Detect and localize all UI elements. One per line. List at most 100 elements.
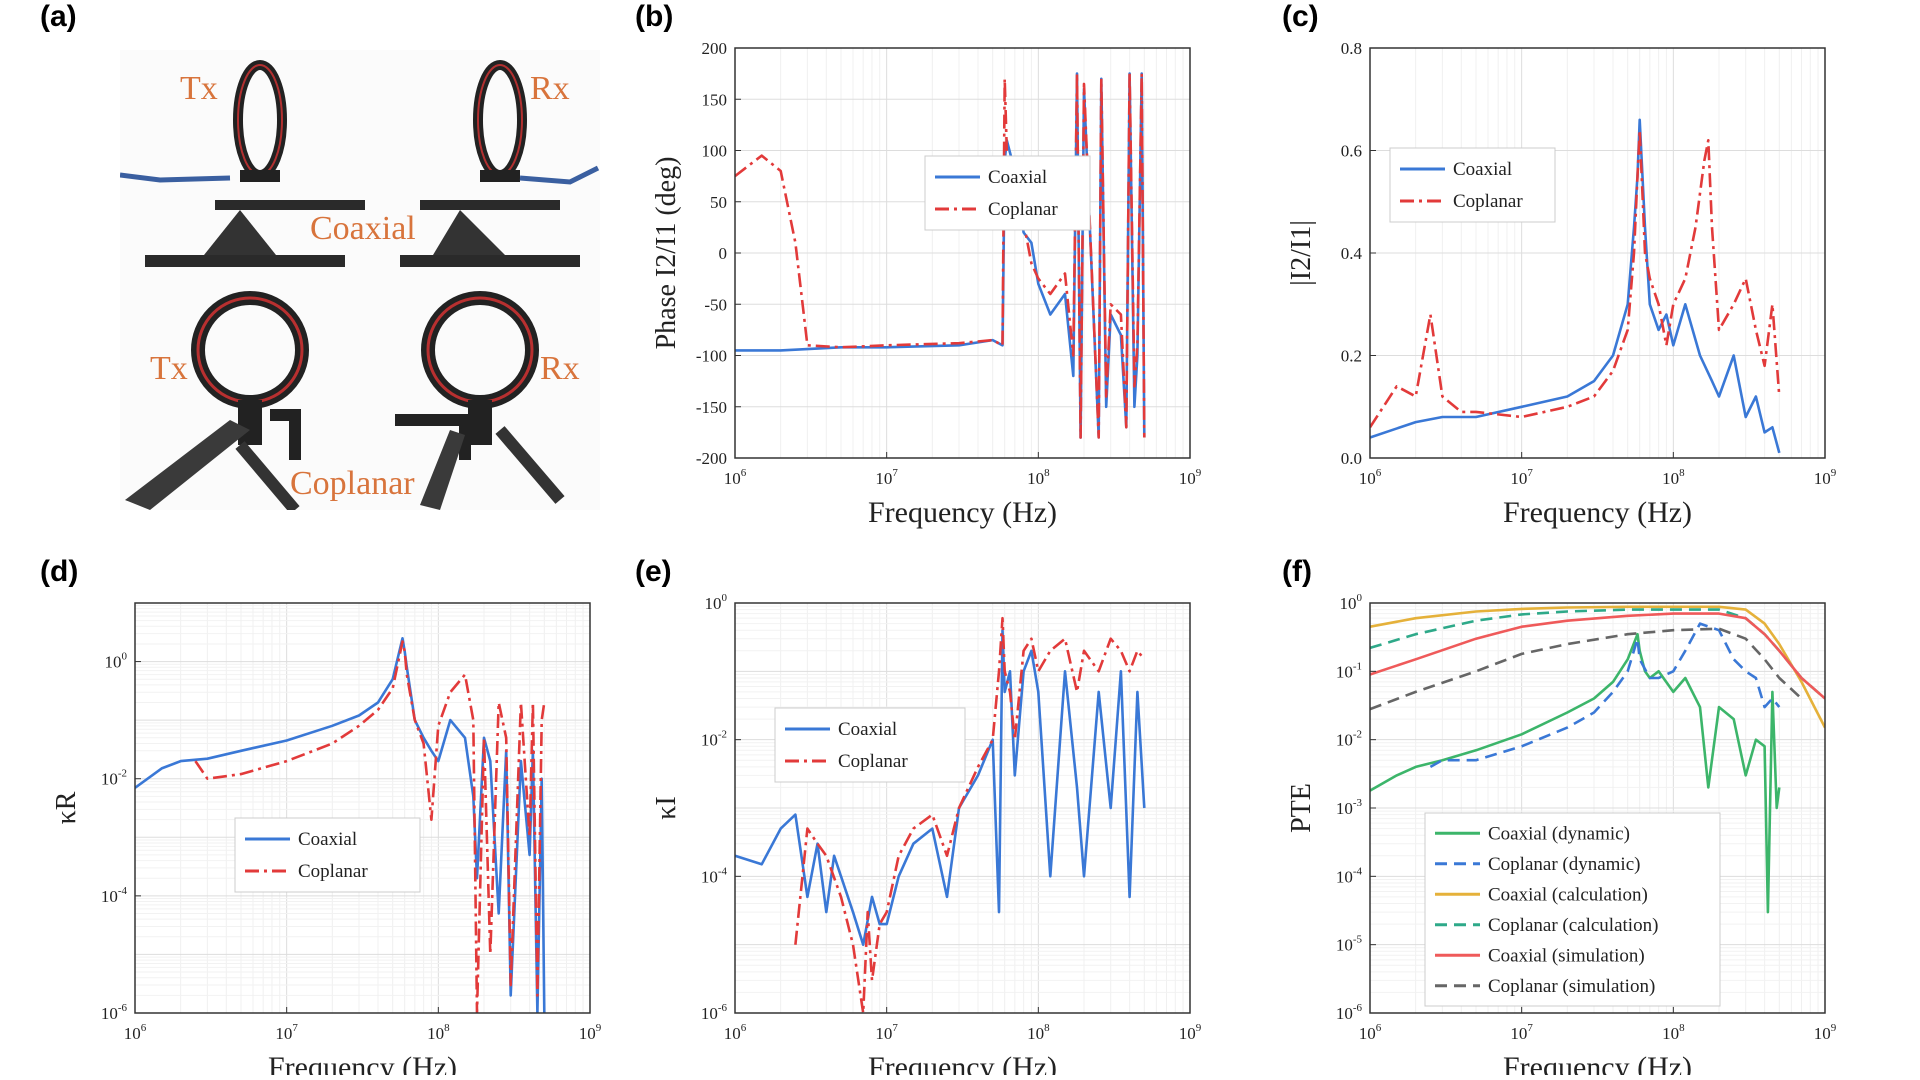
- series-line-coplanar: [194, 640, 546, 1013]
- y-tick-label: 100: [1340, 592, 1363, 613]
- y-axis-label: PTE: [1286, 783, 1317, 833]
- legend-label: Coplanar (simulation): [1488, 976, 1655, 997]
- x-tick-label: 107: [875, 1022, 898, 1043]
- coplanar-label: Coplanar: [290, 465, 415, 502]
- legend: Coaxial Coplanar: [1389, 147, 1556, 223]
- legend-label: Coplanar: [1453, 191, 1523, 212]
- axes-frame: [734, 602, 1191, 1014]
- y-tick-label: 0.6: [1341, 142, 1362, 161]
- x-tick-label: 109: [1814, 467, 1837, 488]
- series-group: [135, 636, 546, 1013]
- y-tick-label: -100: [696, 347, 727, 366]
- series-line-coaxial: [135, 636, 546, 1013]
- y-tick-label: 10-1: [1336, 660, 1362, 681]
- series-line-coaxial-simulation: [1370, 612, 1825, 700]
- rx-label-bottom: Rx: [540, 350, 580, 387]
- legend-label: Coaxial: [1453, 159, 1512, 180]
- legend-box: [1389, 147, 1556, 223]
- series-line-coplanar: [794, 616, 1146, 1013]
- series-group: [1370, 605, 1825, 914]
- x-tick-label: 106: [724, 467, 747, 488]
- chart-c-magnitude: 106 107 108 109 0.0 0.2 0.4 0.6 0.8 Frequency (Hz…: [1286, 39, 1837, 529]
- axes-frame: [134, 602, 591, 1014]
- y-tick-label: 10-4: [101, 885, 128, 906]
- x-tick-label: 107: [1510, 1022, 1533, 1043]
- x-tick-label: 106: [124, 1022, 147, 1043]
- y-tick-label: 100: [702, 142, 728, 161]
- y-tick-label: 10-6: [1336, 1002, 1363, 1023]
- series-line-coaxial: [1370, 118, 1781, 454]
- y-tick-label: -200: [696, 449, 727, 468]
- legend-label: Coaxial: [988, 167, 1047, 188]
- y-tick-label: 0: [719, 244, 728, 263]
- y-tick-label: -150: [696, 398, 727, 417]
- series-group: [735, 72, 1146, 439]
- coil-photo-drawing: [120, 60, 600, 510]
- x-tick-label: 109: [579, 1022, 602, 1043]
- chart-e-kappa-i: 106 107 108 109 10-6 10-4 10-2 100 Frequency (Hz…: [651, 592, 1202, 1075]
- x-axis-label: Frequency (Hz): [268, 1051, 457, 1075]
- x-axis-label: Frequency (Hz): [1503, 1051, 1692, 1075]
- y-tick-label: 100: [705, 592, 728, 613]
- y-tick-label: 10-6: [701, 1002, 728, 1023]
- y-axis-label: Phase I2/I1 (deg): [651, 157, 682, 350]
- legend-label: Coplanar (calculation): [1488, 915, 1658, 936]
- x-axis-label: Frequency (Hz): [868, 1051, 1057, 1075]
- rx-coil-coaxial: [400, 60, 600, 267]
- y-tick-label: 10-4: [1336, 865, 1363, 886]
- y-tick-label: 10-2: [701, 729, 727, 750]
- legend: Coaxial Coplanar: [774, 707, 966, 783]
- y-axis-label: κR: [51, 791, 82, 824]
- series-line-coplanar: [735, 72, 1146, 439]
- tx-label-bottom: Tx: [150, 350, 188, 387]
- y-axis-label: |I2/I1|: [1286, 220, 1317, 286]
- y-tick-label: 10-4: [701, 865, 728, 886]
- chart-f-pte: 106 107 108 109 10-6 10-5 10-4 10-3 10-2 10-1 100 F…: [1286, 592, 1837, 1075]
- x-tick-label: 109: [1814, 1022, 1837, 1043]
- y-tick-label: 0.0: [1341, 449, 1362, 468]
- y-tick-label: 0.2: [1341, 347, 1362, 366]
- legend-label: Coaxial (simulation): [1488, 945, 1645, 966]
- series-line-coplanar-simulation: [1370, 627, 1803, 711]
- legend-label: Coplanar (dynamic): [1488, 854, 1640, 875]
- y-tick-label: 10-2: [101, 768, 127, 789]
- x-tick-label: 106: [1359, 467, 1382, 488]
- x-tick-label: 107: [875, 467, 898, 488]
- x-tick-label: 107: [275, 1022, 298, 1043]
- y-axis-label: κI: [651, 796, 682, 819]
- x-axis-label: Frequency (Hz): [868, 496, 1057, 529]
- series-line-coplanar: [1370, 128, 1781, 429]
- x-tick-label: 109: [1179, 1022, 1202, 1043]
- series-group: [735, 616, 1146, 1013]
- x-tick-label: 108: [1662, 467, 1685, 488]
- chart-d-kappa-r: 106 107 108 109 10-6 10-4 10-2 100 Frequency (Hz…: [51, 602, 602, 1075]
- y-tick-label: 50: [710, 193, 727, 212]
- panel-label-f: (f): [1282, 555, 1312, 588]
- y-tick-label: 0.8: [1341, 39, 1362, 58]
- y-tick-label: 10-3: [1336, 797, 1363, 818]
- x-tick-label: 108: [1027, 467, 1050, 488]
- tx-coil-coaxial: [120, 60, 365, 267]
- rx-label-top: Rx: [530, 70, 570, 107]
- legend-label: Coplanar: [988, 199, 1058, 220]
- x-tick-label: 109: [1179, 467, 1202, 488]
- y-tick-label: 200: [702, 39, 728, 58]
- legend-label: Coaxial (dynamic): [1488, 823, 1630, 844]
- series-group: [1370, 118, 1781, 454]
- y-tick-label: 10-6: [101, 1002, 128, 1023]
- legend-box: [234, 817, 421, 893]
- y-tick-label: 150: [702, 90, 728, 109]
- coaxial-label: Coaxial: [310, 210, 416, 247]
- legend-label: Coaxial: [838, 719, 897, 740]
- series-line-coplanar-dynamic: [1429, 622, 1781, 769]
- panel-label-b: (b): [635, 0, 674, 33]
- coil-photo: Tx Rx Coaxial Tx Rx Coplanar: [120, 50, 600, 510]
- y-tick-label: 10-2: [1336, 729, 1362, 750]
- y-tick-label: 0.4: [1341, 244, 1363, 263]
- x-tick-label: 107: [1510, 467, 1533, 488]
- panel-label-a: (a): [40, 0, 77, 33]
- x-tick-label: 106: [724, 1022, 747, 1043]
- series-line-coaxial-calculation: [1370, 605, 1825, 729]
- grid: [134, 602, 591, 1014]
- tx-label-top: Tx: [180, 70, 218, 107]
